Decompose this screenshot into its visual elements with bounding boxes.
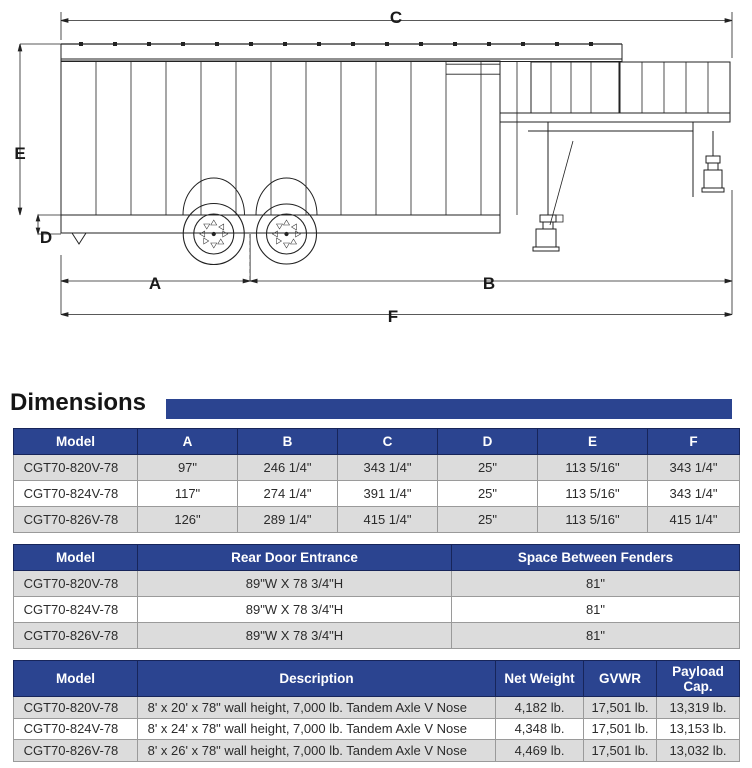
svg-text:F: F [388,307,398,326]
svg-text:B: B [483,274,495,293]
svg-text:D: D [40,228,52,247]
svg-text:A: A [149,274,161,293]
svg-text:E: E [14,144,25,163]
svg-text:C: C [390,8,402,27]
